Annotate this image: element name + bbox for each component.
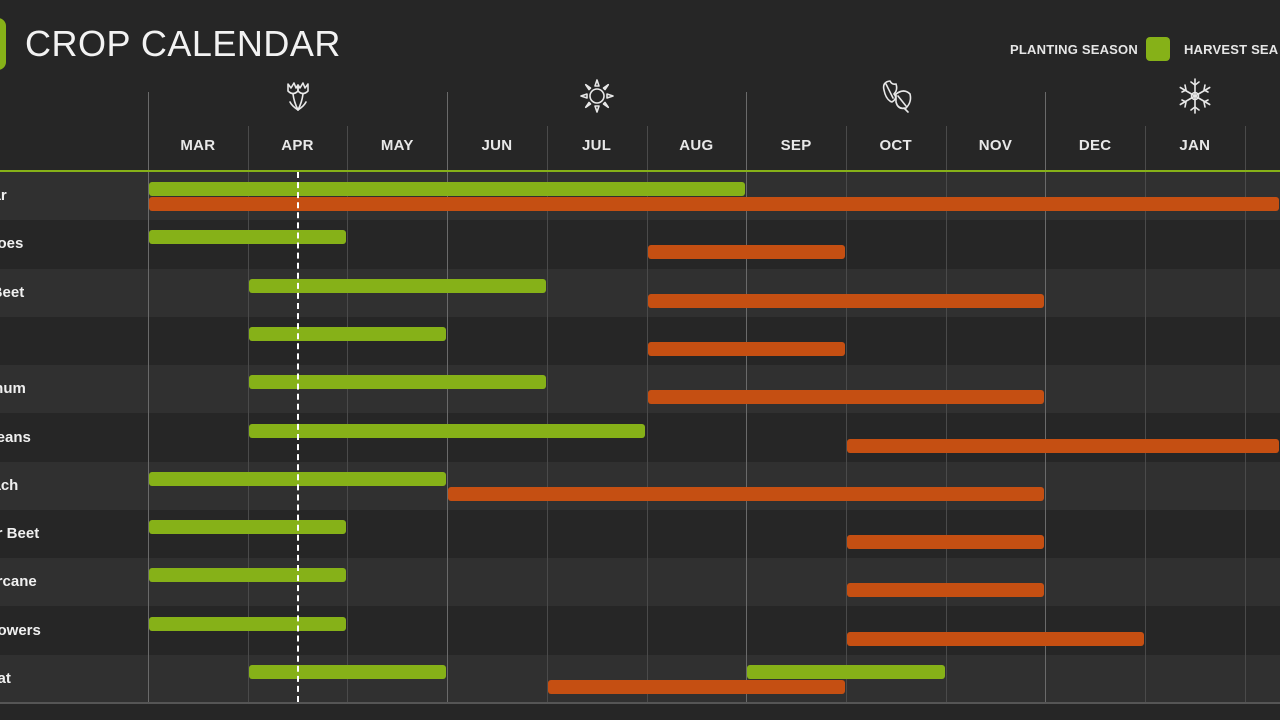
month-label-may: MAY	[380, 137, 414, 154]
harvest-season-bar[interactable]	[547, 680, 845, 694]
crop-label: ugarcane	[0, 573, 37, 591]
crop-row	[0, 461, 1280, 510]
planting-season-bar[interactable]	[248, 423, 646, 438]
harvest-season-bar[interactable]	[647, 341, 845, 356]
harvest-season-bar[interactable]	[846, 438, 1279, 453]
planting-season-bar[interactable]	[149, 568, 347, 583]
month-divider	[1145, 126, 1146, 702]
crop-label: ce	[0, 317, 140, 365]
month-divider	[347, 126, 348, 702]
planting-season-bar[interactable]	[248, 665, 447, 679]
crop-label: unflowers	[0, 621, 41, 639]
legend-planting-swatch	[1145, 37, 1170, 61]
planting-season-bar[interactable]	[747, 665, 945, 679]
crop-label: ed Beet	[0, 283, 25, 301]
month-label-nov: NOV	[978, 137, 1013, 154]
season-divider	[447, 92, 448, 702]
month-label-apr: APR	[281, 137, 314, 154]
snowflake-icon	[1175, 76, 1215, 116]
crop-row	[0, 172, 1280, 220]
crop-label: oplar	[0, 187, 7, 204]
planting-season-bar[interactable]	[149, 616, 347, 631]
page-title: CROP CALENDAR	[25, 23, 341, 64]
tulip-icon	[278, 76, 318, 116]
season-divider	[1045, 92, 1046, 702]
leaves-icon	[876, 76, 916, 116]
logo-badge	[0, 18, 6, 70]
crop-label: oybeans	[0, 428, 31, 446]
crop-row	[0, 220, 1280, 269]
month-label-jan: JAN	[1179, 137, 1211, 154]
month-label-jun: JUN	[481, 137, 513, 154]
header-divider	[0, 170, 1280, 172]
bottom-divider	[0, 702, 1280, 704]
planting-season-bar[interactable]	[248, 278, 546, 293]
crop-row	[0, 655, 1280, 703]
legend-planting-label: PLANTING SEASON	[1010, 41, 1138, 57]
harvest-season-bar[interactable]	[846, 631, 1144, 646]
current-date-marker	[297, 172, 299, 702]
crop-row	[0, 606, 1280, 655]
planting-season-bar[interactable]	[248, 375, 546, 390]
legend-harvest-label: HARVEST SEA	[1183, 41, 1279, 57]
month-divider	[846, 126, 847, 702]
crop-row	[0, 268, 1280, 317]
month-divider	[946, 126, 947, 702]
month-divider	[647, 126, 648, 702]
month-label-mar: MAR	[180, 137, 216, 154]
month-label-jul: JUL	[582, 137, 612, 154]
harvest-season-bar[interactable]	[846, 583, 1045, 598]
crop-row	[0, 365, 1280, 414]
sun-icon	[577, 76, 617, 116]
crop-row	[0, 413, 1280, 462]
harvest-season-bar[interactable]	[846, 535, 1045, 550]
crop-label: orghum	[0, 380, 26, 398]
month-divider	[1245, 126, 1246, 702]
harvest-season-bar[interactable]	[448, 486, 1045, 501]
crop-label: Vheat	[0, 670, 11, 687]
harvest-season-bar[interactable]	[647, 245, 845, 260]
crop-label: oinach	[0, 476, 19, 494]
planting-season-bar[interactable]	[248, 326, 447, 341]
crop-label: otatoes	[0, 235, 24, 253]
harvest-season-bar[interactable]	[647, 390, 1045, 405]
month-divider	[248, 126, 249, 702]
crop-row	[0, 316, 1280, 365]
planting-season-bar[interactable]	[149, 182, 746, 196]
harvest-season-bar[interactable]	[149, 197, 1279, 211]
month-label-dec: DEC	[1078, 137, 1112, 154]
month-label-oct: OCT	[879, 137, 913, 154]
harvest-season-bar[interactable]	[647, 293, 1045, 308]
month-label-aug: AUG	[679, 137, 714, 154]
crop-label: ugar Beet	[0, 525, 40, 543]
crop-row	[0, 510, 1280, 559]
month-label-sep: SEP	[780, 137, 812, 154]
season-divider	[148, 92, 149, 702]
planting-season-bar[interactable]	[149, 230, 347, 245]
crop-row	[0, 558, 1280, 607]
legend: PLANTING SEASON HARVEST SEA	[1010, 37, 1280, 61]
month-divider	[547, 126, 548, 702]
planting-season-bar[interactable]	[149, 520, 347, 535]
